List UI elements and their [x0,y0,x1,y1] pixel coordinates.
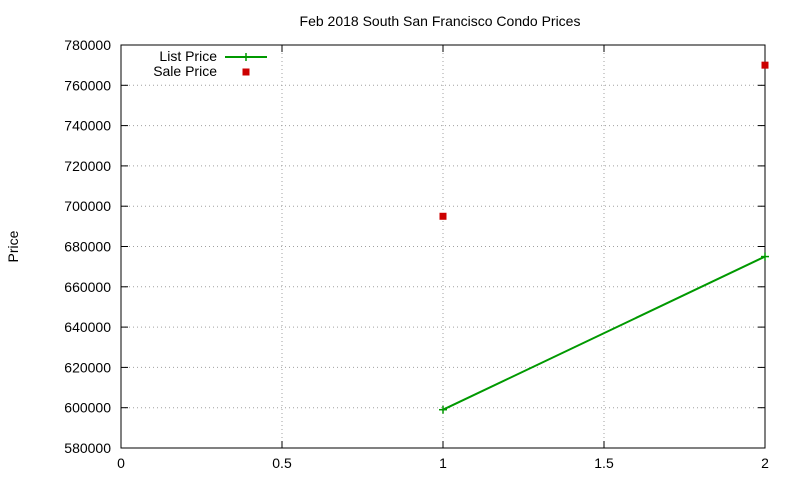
y-tick-label: 580000 [64,440,111,456]
y-tick-label: 680000 [64,239,111,255]
legend-square-marker [242,68,250,76]
data-point-list-price [439,405,447,414]
y-tick-label: 780000 [64,37,111,53]
legend-plus-marker [242,53,250,61]
y-tick-label: 720000 [64,158,111,174]
series-layer [439,61,769,414]
x-tick-label: 1 [439,455,447,471]
series-line-list-price [442,255,766,411]
y-tick-label: 620000 [64,359,111,375]
data-point-sale-price [439,212,447,220]
legend-label-sale-price: Sale Price [153,63,217,79]
legend-label-list-price: List Price [159,48,217,64]
y-tick-label: 600000 [64,400,111,416]
y-tick-label: 740000 [64,118,111,134]
legend-marker-sale-price [242,68,250,76]
y-tick-label: 660000 [64,279,111,295]
x-tick-label: 0.5 [272,455,292,471]
legend-marker-list-price [242,53,250,61]
x-tick-label: 0 [117,455,125,471]
axis-ticks: 580000 600000 620000 640000 660000 680000 7000… [64,37,769,471]
grid-lines [121,45,765,448]
y-tick-label: 640000 [64,319,111,335]
series-list-price [439,252,769,414]
chart-title: Feb 2018 South San Francisco Condo Price… [300,13,581,29]
data-point-list-price [761,252,769,261]
series-sale-price [439,61,769,220]
y-tick-label: 760000 [64,77,111,93]
x-tick-label: 2 [761,455,769,471]
data-point-sale-price [761,61,769,69]
y-axis-label: Price [5,230,21,262]
x-tick-label: 1.5 [594,455,614,471]
legend: List Price Sale Price [153,48,267,79]
y-tick-label: 700000 [64,198,111,214]
